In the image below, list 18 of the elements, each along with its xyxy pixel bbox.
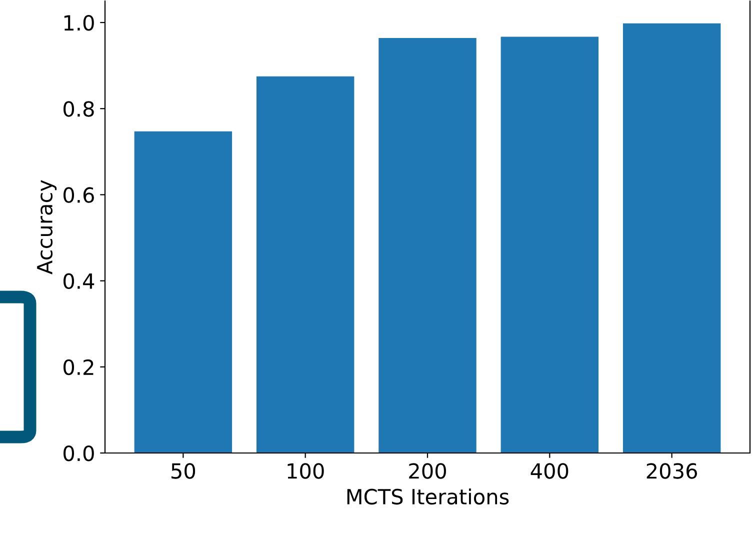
y-tick-label: 0.4: [64, 273, 94, 290]
y-tick-label: 0.0: [64, 445, 94, 462]
x-tick-label: 200: [409, 463, 446, 479]
bar: [622, 23, 721, 453]
y-tick-label: 0.8: [64, 101, 94, 117]
x-tick-label: 100: [288, 463, 324, 479]
x-tick-label: 2036: [646, 463, 698, 479]
y-tick-label: 0.6: [64, 187, 94, 203]
bar: [378, 38, 476, 453]
x-axis-title: MCTS Iterations: [347, 488, 509, 505]
bar: [256, 76, 354, 453]
y-tick-label: 0.2: [64, 359, 94, 376]
bar: [134, 131, 232, 453]
y-tick-label: 1.0: [64, 14, 94, 31]
x-tick-label: 50: [172, 463, 196, 479]
y-axis-title: Accuracy: [37, 180, 57, 274]
bar: [500, 36, 599, 453]
x-tick-label: 400: [530, 463, 568, 479]
